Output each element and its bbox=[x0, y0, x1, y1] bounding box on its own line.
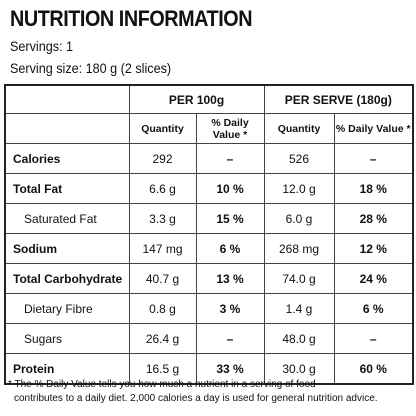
quantity: 292 bbox=[128, 143, 197, 174]
daily-value: 33 % bbox=[195, 353, 265, 385]
daily-value: 18 % bbox=[333, 173, 414, 204]
quantity: 12.0 g bbox=[263, 173, 335, 204]
column-label: % Daily Value * bbox=[195, 113, 265, 144]
blank-cell bbox=[4, 113, 130, 144]
quantity: 526 bbox=[263, 143, 335, 174]
group-label: PER SERVE (180g) bbox=[263, 84, 414, 114]
daily-value: 10 % bbox=[195, 173, 265, 204]
serving-size: Serving size: 180 g (2 slices) bbox=[10, 60, 172, 76]
daily-value: – bbox=[333, 323, 414, 354]
row-label: Calories bbox=[4, 143, 130, 174]
daily-value: 3 % bbox=[195, 293, 265, 324]
column-label: Quantity bbox=[263, 113, 335, 144]
row: Total Carbohydrate 40.7 g 13 % 74.0 g 24 % bbox=[4, 263, 414, 294]
title: NUTRITION INFORMATION bbox=[10, 6, 253, 31]
quantity: 6.6 g bbox=[128, 173, 197, 204]
daily-value: 13 % bbox=[195, 263, 265, 294]
column-header: Quantity % Daily Value * Quantity % Dail… bbox=[4, 113, 414, 144]
quantity: 40.7 g bbox=[128, 263, 197, 294]
row: Protein 16.5 g 33 % 30.0 g 60 % bbox=[4, 353, 414, 385]
row: Calories 292–526– bbox=[4, 143, 414, 174]
column-label: Quantity bbox=[128, 113, 197, 144]
quantity: 6.0 g bbox=[263, 203, 335, 234]
footnote: * The % Daily Value tells you how much a… bbox=[8, 378, 378, 406]
row: Sugars 26.4 g –48.0 g – bbox=[4, 323, 414, 354]
row-label: Sugars bbox=[4, 323, 130, 354]
blank-cell bbox=[4, 84, 130, 114]
quantity: 3.3 g bbox=[128, 203, 197, 234]
servings: Servings: 1 bbox=[10, 38, 74, 54]
quantity: 48.0 g bbox=[263, 323, 335, 354]
daily-value: 60 % bbox=[333, 353, 414, 385]
row-label: Protein bbox=[4, 353, 130, 385]
quantity: 16.5 g bbox=[128, 353, 197, 385]
nutrition-table: PER 100g PER SERVE (180g) Quantity % Dai… bbox=[4, 84, 415, 385]
footnote-line: contributes to a daily diet. 2,000 calor… bbox=[14, 393, 378, 404]
row-label: Saturated Fat bbox=[4, 203, 130, 234]
daily-value: – bbox=[195, 323, 265, 354]
daily-value: 12 % bbox=[333, 233, 414, 264]
group-header: PER 100g PER SERVE (180g) bbox=[4, 84, 414, 114]
daily-value: 15 % bbox=[195, 203, 265, 234]
quantity: 268 mg bbox=[263, 233, 335, 264]
daily-value: 24 % bbox=[333, 263, 414, 294]
quantity: 147 mg bbox=[128, 233, 197, 264]
footnote-line: * The % Daily Value tells you how much a… bbox=[8, 379, 316, 390]
quantity: 30.0 g bbox=[263, 353, 335, 385]
daily-value: – bbox=[195, 143, 265, 174]
quantity: 0.8 g bbox=[128, 293, 197, 324]
quantity: 74.0 g bbox=[263, 263, 335, 294]
row: Total Fat 6.6 g 10 % 12.0 g 18 % bbox=[4, 173, 414, 204]
row: Saturated Fat 3.3 g 15 % 6.0 g 28 % bbox=[4, 203, 414, 234]
row-label: Total Carbohydrate bbox=[4, 263, 130, 294]
row-label: Total Fat bbox=[4, 173, 130, 204]
row: Sodium 147 mg 6 % 268 mg 12 % bbox=[4, 233, 414, 264]
quantity: 1.4 g bbox=[263, 293, 335, 324]
row-label: Dietary Fibre bbox=[4, 293, 130, 324]
daily-value: 6 % bbox=[333, 293, 414, 324]
daily-value: – bbox=[333, 143, 414, 174]
group-label: PER 100g bbox=[128, 84, 265, 114]
row-label: Sodium bbox=[4, 233, 130, 264]
column-label: % Daily Value * bbox=[333, 113, 414, 144]
daily-value: 28 % bbox=[333, 203, 414, 234]
daily-value: 6 % bbox=[195, 233, 265, 264]
quantity: 26.4 g bbox=[128, 323, 197, 354]
